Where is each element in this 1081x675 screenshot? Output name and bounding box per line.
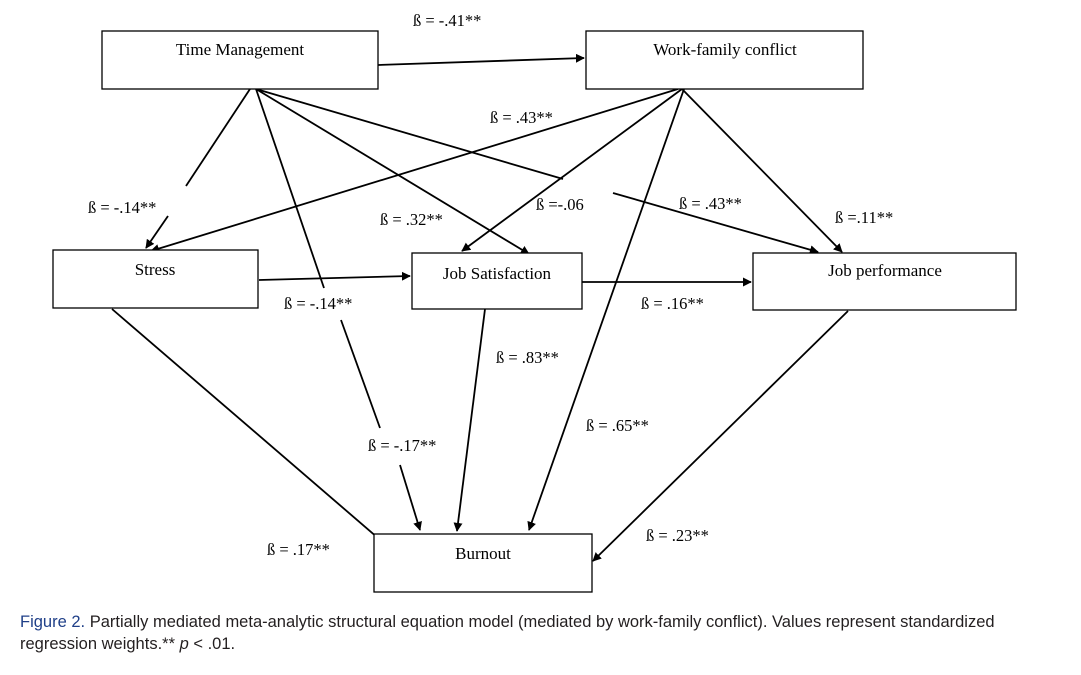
label-js-jp: ß = .16** (641, 294, 704, 313)
node-job-satisfaction: Job Satisfaction (411, 252, 583, 310)
label-stress-burnout-b: ß = .17** (267, 540, 330, 559)
label-jp-burnout: ß = .23** (646, 526, 709, 545)
caption-text: Partially mediated meta-analytic structu… (20, 613, 995, 653)
edge-tm-jp-seg2 (612, 192, 819, 255)
node-job-satisfaction-label: Job Satisfaction (443, 264, 552, 283)
label-tm-burnout: ß = -.14** (284, 294, 352, 313)
edge-tm-burnout-seg1 (255, 88, 325, 289)
caption-threshold: < .01. (188, 635, 236, 653)
node-stress-label: Stress (135, 260, 176, 279)
caption-figure-label: Figure 2. (20, 613, 86, 631)
edge-tm-stress-seg2 (145, 215, 169, 249)
edge-tm-burnout-seg3 (399, 464, 422, 531)
edge-wfc-stress (150, 88, 679, 253)
edge-stress-js (258, 271, 411, 281)
node-burnout-label: Burnout (455, 544, 511, 563)
edge-wfc-js (461, 88, 683, 252)
edge-jp-burnout (592, 310, 849, 562)
node-job-performance: Job performance (752, 252, 1017, 311)
node-job-performance-label: Job performance (828, 261, 942, 280)
edge-tm-wfc (377, 53, 585, 66)
edge-wfc-jp (681, 88, 843, 253)
label-stress-burnout-a: ß = -.17** (368, 436, 436, 455)
node-stress: Stress (52, 249, 259, 309)
edge-tm-jp-seg1 (255, 88, 564, 180)
edge-tm-stress-seg1 (185, 88, 251, 187)
node-burnout: Burnout (373, 533, 593, 593)
label-tm-js: ß =-.06 (536, 195, 584, 214)
label-wfc-stress: ß = .43** (490, 108, 553, 127)
node-work-family-conflict-label: Work-family conflict (653, 40, 797, 59)
label-tm-stress: ß = -.14** (88, 198, 156, 217)
label-tm-wfc: ß = -.41** (413, 11, 481, 30)
sem-diagram: Time Management Work-family conflict Str… (52, 11, 1017, 593)
edge-labels: ß = -.41** ß = .43** ß = -.14** ß = .32*… (88, 11, 893, 559)
edge-tm-js (255, 88, 530, 255)
figure-caption: Figure 2. Partially mediated meta-analyt… (20, 611, 1065, 655)
edge-wfc-burnout (527, 88, 685, 531)
label-wfc-jp: ß =.11** (835, 208, 893, 227)
node-work-family-conflict: Work-family conflict (585, 30, 864, 90)
label-js-burnout: ß = .83** (496, 348, 559, 367)
caption-p-symbol: p (179, 635, 189, 653)
label-wfc-burnout: ß = .65** (586, 416, 649, 435)
node-time-management: Time Management (101, 30, 379, 90)
nodes: Time Management Work-family conflict Str… (52, 30, 1017, 593)
label-wfc-js: ß = .32** (380, 210, 443, 229)
label-tm-jp: ß = .43** (679, 194, 742, 213)
edge-stress-burnout (111, 308, 386, 545)
edges (111, 53, 849, 562)
edge-tm-burnout-seg2 (340, 319, 381, 429)
edge-js-burnout (453, 308, 486, 532)
node-time-management-label: Time Management (176, 40, 305, 59)
